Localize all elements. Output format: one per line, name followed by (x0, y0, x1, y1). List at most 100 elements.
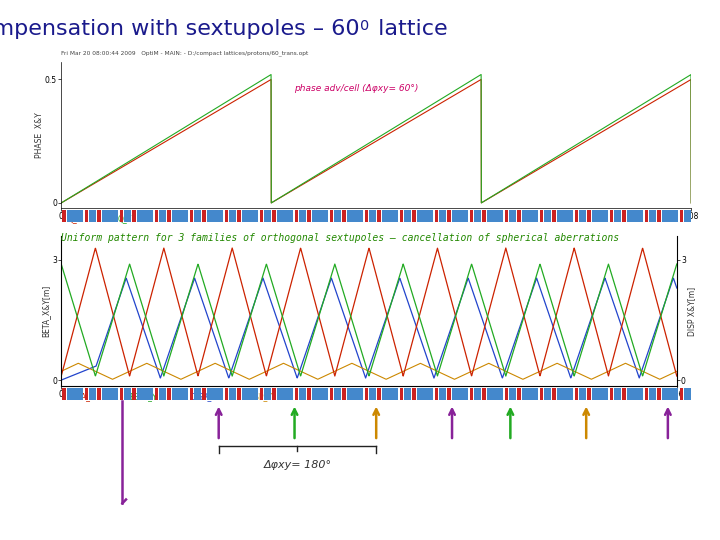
Bar (644, 210, 648, 222)
Bar (334, 388, 341, 400)
Bar (552, 388, 556, 400)
Text: Alex Bogacz: Alex Bogacz (83, 494, 144, 502)
Text: Chromatic compensation with sextupoles – 60: Chromatic compensation with sextupoles –… (0, 19, 360, 39)
Bar (413, 210, 416, 222)
Bar (400, 388, 403, 400)
Bar (404, 388, 411, 400)
Bar (272, 210, 276, 222)
Bar (124, 388, 131, 400)
Bar (347, 388, 364, 400)
Bar (439, 210, 446, 222)
Bar (622, 210, 626, 222)
Bar (662, 210, 678, 222)
Bar (97, 210, 101, 222)
Bar (557, 388, 573, 400)
Text: Fri Mar 20 08:00:44 2009   OptiM - MAIN: - D:/compact lattices/protons/60_trans.: Fri Mar 20 08:00:44 2009 OptiM - MAIN: -… (61, 51, 308, 56)
Bar (259, 210, 263, 222)
Bar (435, 388, 438, 400)
Bar (588, 388, 591, 400)
Bar (588, 210, 591, 222)
Text: Q_X: Q_X (68, 214, 83, 223)
Bar (67, 210, 84, 222)
Bar (137, 210, 153, 222)
Bar (343, 210, 346, 222)
Bar (447, 210, 451, 222)
Bar (259, 388, 263, 400)
Bar (377, 388, 381, 400)
Bar (120, 388, 123, 400)
Bar (627, 388, 644, 400)
Bar (657, 388, 661, 400)
Bar (242, 210, 258, 222)
Bar (312, 210, 328, 222)
Bar (225, 388, 228, 400)
Text: CASA Meeting: CASA Meeting (11, 494, 83, 502)
Bar (124, 210, 131, 222)
Bar (505, 210, 508, 222)
Bar (330, 388, 333, 400)
Bar (63, 388, 66, 400)
Bar (482, 388, 486, 400)
Bar (300, 210, 306, 222)
Bar (487, 388, 503, 400)
Bar (539, 388, 543, 400)
Bar (207, 388, 223, 400)
Bar (272, 388, 276, 400)
Bar (614, 210, 621, 222)
Bar (417, 210, 433, 222)
Text: Δφxy= 180°: Δφxy= 180° (264, 460, 331, 470)
Bar (194, 388, 201, 400)
Bar (137, 388, 153, 400)
Text: phase adv/cell (Δφxy= 60°): phase adv/cell (Δφxy= 60°) (294, 84, 418, 93)
Text: BETA_Y: BETA_Y (129, 393, 156, 402)
Bar (575, 210, 578, 222)
Bar (522, 210, 539, 222)
Bar (364, 388, 368, 400)
Bar (364, 210, 368, 222)
Bar (469, 388, 473, 400)
Bar (159, 388, 166, 400)
Bar (89, 210, 96, 222)
Bar (627, 210, 644, 222)
Bar (120, 210, 123, 222)
Bar (469, 210, 473, 222)
Bar (413, 388, 416, 400)
Bar (334, 210, 341, 222)
Bar (347, 210, 364, 222)
Bar (435, 210, 438, 222)
Bar (229, 388, 236, 400)
Bar (610, 388, 613, 400)
Bar (330, 210, 333, 222)
Bar (579, 210, 586, 222)
Bar (680, 210, 683, 222)
Bar (539, 210, 543, 222)
Bar (67, 388, 84, 400)
Bar (89, 388, 96, 400)
Bar (63, 210, 66, 222)
Y-axis label: BETA_X&Y[m]: BETA_X&Y[m] (42, 285, 51, 337)
Bar (552, 210, 556, 222)
Bar (159, 210, 166, 222)
Bar (194, 210, 201, 222)
Text: October, 5, 2008: October, 5, 2008 (633, 494, 709, 502)
Bar (544, 388, 552, 400)
Bar (155, 388, 158, 400)
Bar (505, 388, 508, 400)
Text: DISP_Y: DISP_Y (246, 393, 272, 402)
Bar (172, 210, 189, 222)
Text: lattice: lattice (371, 19, 447, 39)
Bar (102, 210, 118, 222)
Bar (229, 210, 236, 222)
Bar (307, 210, 311, 222)
Bar (649, 210, 656, 222)
Bar (277, 210, 293, 222)
Bar (575, 388, 578, 400)
Bar (684, 210, 691, 222)
Text: 0: 0 (360, 19, 369, 33)
Bar (189, 388, 193, 400)
Bar (242, 388, 258, 400)
Bar (132, 388, 136, 400)
Bar (544, 210, 552, 222)
Bar (155, 210, 158, 222)
Text: Q_Y: Q_Y (118, 214, 132, 223)
